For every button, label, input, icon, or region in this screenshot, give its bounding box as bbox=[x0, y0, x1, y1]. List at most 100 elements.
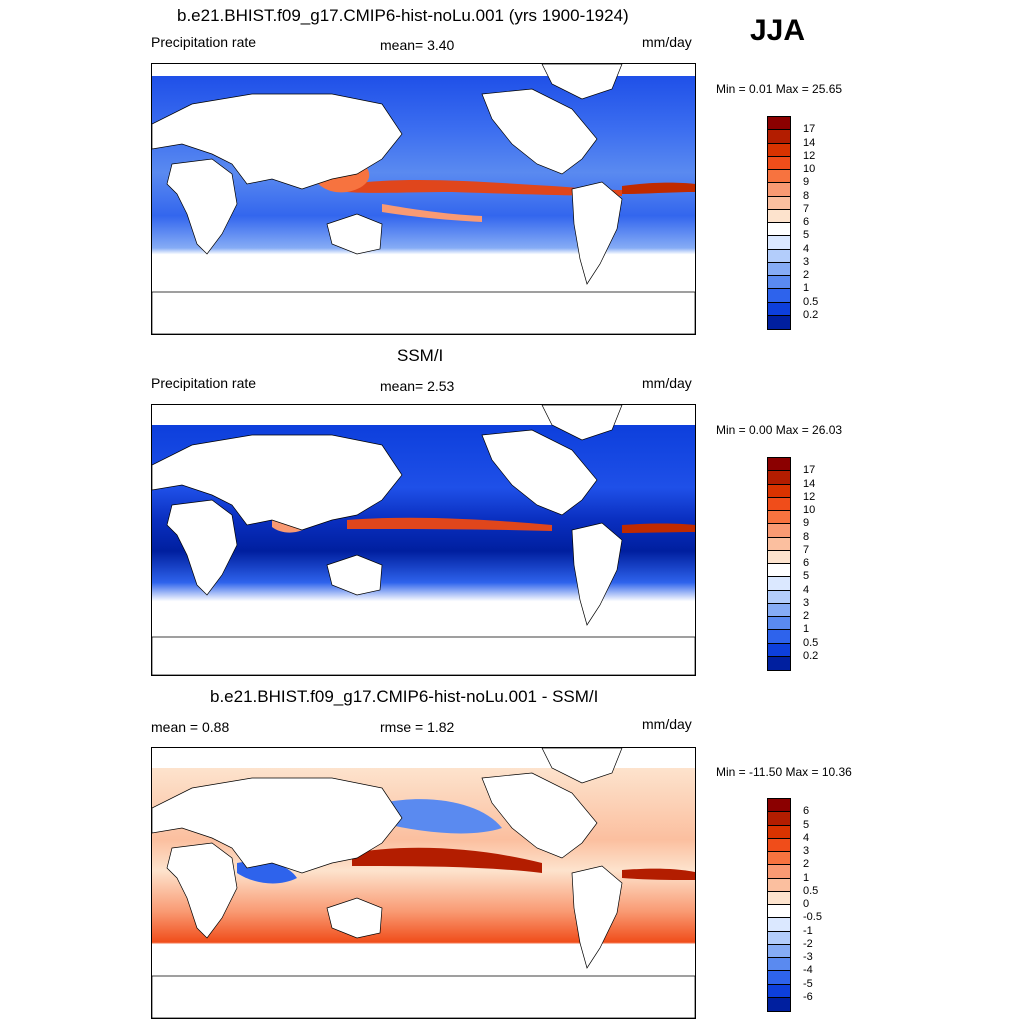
colorbar-label: 5 bbox=[803, 818, 810, 831]
panel-1-title: b.e21.BHIST.f09_g17.CMIP6-hist-noLu.001 … bbox=[177, 6, 629, 25]
panel-3-continents bbox=[152, 748, 695, 1018]
colorbar-label: 2 bbox=[803, 269, 810, 281]
colorbar-label: 12 bbox=[803, 490, 816, 503]
panel-3-atlantic-positive bbox=[622, 868, 695, 880]
colorbar-label: 6 bbox=[803, 805, 810, 818]
panel-2-itcz-band bbox=[347, 517, 552, 531]
colorbar-swatch bbox=[767, 917, 791, 932]
panel-2-units: mm/day bbox=[642, 375, 692, 391]
colorbar-swatch bbox=[767, 314, 791, 330]
colorbar-swatch bbox=[767, 155, 791, 170]
colorbar-swatch bbox=[767, 195, 791, 210]
colorbar-swatch bbox=[767, 261, 791, 276]
colorbar-swatch bbox=[767, 602, 791, 617]
panel-2-title: SSM/I bbox=[397, 346, 444, 365]
panel-1-itcz-band bbox=[347, 180, 622, 196]
panel-2-atlantic-itcz bbox=[622, 523, 695, 533]
colorbar-swatch bbox=[767, 129, 791, 144]
colorbar-swatch bbox=[767, 970, 791, 985]
panel-2-mean: mean= 2.53 bbox=[380, 378, 455, 394]
season-label: JJA bbox=[750, 14, 806, 47]
colorbar-label: -0.5 bbox=[803, 911, 822, 924]
colorbar-swatch bbox=[767, 523, 791, 538]
colorbar-swatch bbox=[767, 116, 791, 131]
panel-1-colorbar: 17 14 12 10 9 8 7 6 5 4 3 2 1 0.5 0.2 bbox=[767, 116, 818, 330]
colorbar-swatch bbox=[767, 996, 791, 1012]
colorbar-label: -2 bbox=[803, 937, 813, 950]
colorbar-label: 1 bbox=[803, 871, 810, 884]
colorbar-label: 17 bbox=[803, 123, 816, 136]
colorbar-label: 7 bbox=[803, 543, 810, 556]
colorbar-swatch bbox=[767, 864, 791, 879]
colorbar-swatch bbox=[767, 811, 791, 826]
panel-2-variable-label: Precipitation rate bbox=[151, 375, 257, 391]
colorbar-swatch bbox=[767, 182, 791, 197]
colorbar-label: -3 bbox=[803, 951, 813, 963]
colorbar-swatch bbox=[767, 496, 791, 511]
colorbar-label: 0.2 bbox=[803, 308, 819, 321]
panel-2-continents bbox=[152, 405, 695, 675]
colorbar-swatch bbox=[767, 589, 791, 604]
colorbar-swatch bbox=[767, 629, 791, 644]
panel-1-mean: mean= 3.40 bbox=[380, 37, 455, 53]
colorbar-label: 0.5 bbox=[803, 295, 819, 308]
colorbar-swatch bbox=[767, 851, 791, 866]
colorbar-swatch bbox=[767, 208, 791, 223]
panel-3-negative-region bbox=[382, 799, 502, 834]
panel-3-title: b.e21.BHIST.f09_g17.CMIP6-hist-noLu.001 … bbox=[210, 687, 599, 706]
colorbar-label: 9 bbox=[803, 176, 810, 189]
colorbar-label: 5 bbox=[803, 570, 810, 583]
colorbar-swatch bbox=[767, 169, 791, 184]
panel-3-units: mm/day bbox=[642, 716, 692, 732]
colorbar-label: 14 bbox=[803, 477, 816, 490]
panel-1-continents bbox=[152, 64, 695, 334]
colorbar-swatch bbox=[767, 275, 791, 290]
colorbar-label: 10 bbox=[803, 504, 816, 516]
colorbar-label: 8 bbox=[803, 530, 810, 543]
colorbar-label: 14 bbox=[803, 136, 816, 149]
panel-1-units: mm/day bbox=[642, 34, 692, 50]
colorbar-label: -4 bbox=[803, 964, 813, 977]
colorbar-swatch bbox=[767, 288, 791, 303]
colorbar-label: 7 bbox=[803, 202, 810, 215]
panel-1-variable-label: Precipitation rate bbox=[151, 34, 257, 50]
colorbar-swatch bbox=[767, 798, 791, 813]
colorbar-label: 4 bbox=[803, 583, 810, 596]
colorbar-label: 8 bbox=[803, 189, 810, 202]
panel-2-colorbar: 17 14 12 10 9 8 7 6 5 4 3 2 1 0.5 0.2 bbox=[767, 457, 818, 671]
colorbar-label: 3 bbox=[803, 255, 810, 268]
panel-1-min-max: Min = 0.01 Max = 25.65 bbox=[716, 82, 843, 96]
colorbar-swatch bbox=[767, 457, 791, 472]
colorbar-label: 9 bbox=[803, 517, 810, 530]
colorbar-label: 0 bbox=[803, 898, 810, 910]
panel-3-map bbox=[151, 747, 696, 1019]
colorbar-label: 1 bbox=[803, 282, 810, 295]
colorbar-swatch bbox=[767, 470, 791, 485]
colorbar-swatch bbox=[767, 957, 791, 972]
colorbar-label: 2 bbox=[803, 858, 810, 871]
panel-3-mean: mean = 0.88 bbox=[151, 719, 230, 735]
colorbar-label: 4 bbox=[803, 242, 810, 255]
colorbar-swatch bbox=[767, 655, 791, 671]
panel-1-spcz bbox=[382, 204, 482, 222]
panel-3-positive-band bbox=[352, 847, 542, 873]
colorbar-swatch bbox=[767, 563, 791, 578]
panel-3-colorbar: 6 5 4 3 2 1 0.5 0 -0.5 -1 -2 -3 -4 -5 -6 bbox=[767, 798, 822, 1012]
colorbar-swatch bbox=[767, 301, 791, 316]
colorbar-label: -1 bbox=[803, 924, 813, 937]
panel-3-rmse: rmse = 1.82 bbox=[380, 719, 455, 735]
colorbar-label: 10 bbox=[803, 163, 816, 175]
colorbar-swatch bbox=[767, 943, 791, 958]
panel-1-atlantic-itcz bbox=[622, 182, 695, 194]
colorbar-label: 3 bbox=[803, 596, 810, 609]
colorbar-swatch bbox=[767, 248, 791, 263]
colorbar-swatch bbox=[767, 536, 791, 551]
colorbar-swatch bbox=[767, 890, 791, 905]
panel-2-min-max: Min = 0.00 Max = 26.03 bbox=[716, 423, 843, 437]
colorbar-swatch bbox=[767, 904, 791, 919]
colorbar-swatch bbox=[767, 576, 791, 591]
colorbar-swatch bbox=[767, 616, 791, 631]
colorbar-label: -6 bbox=[803, 990, 813, 1003]
colorbar-label: 5 bbox=[803, 229, 810, 242]
panel-2-map bbox=[151, 404, 696, 676]
